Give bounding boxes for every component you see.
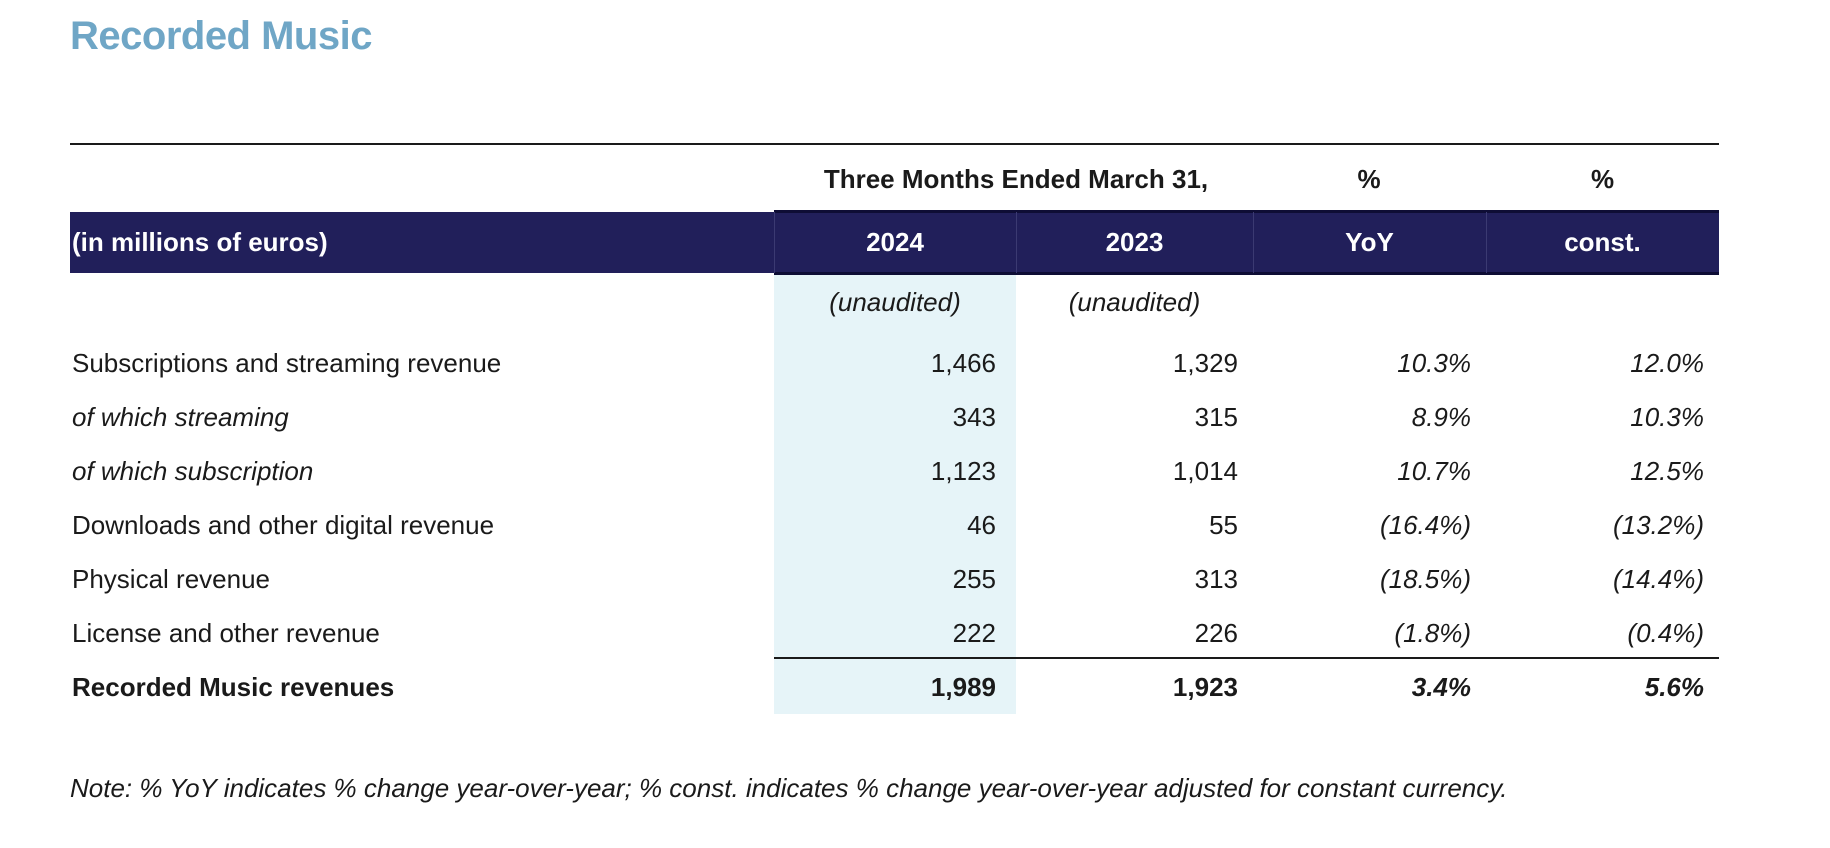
column-header-2023: 2023 xyxy=(1105,227,1164,257)
value-2024: 1,466 xyxy=(930,348,996,378)
header-band-top-rule xyxy=(774,210,1719,213)
value-yoy: 10.3% xyxy=(1397,348,1471,378)
total-2023: 1,923 xyxy=(1172,672,1238,702)
value-2023: 313 xyxy=(1194,564,1238,594)
pct-yoy-top-header: % xyxy=(1357,164,1381,194)
pct-const-top-header: % xyxy=(1590,164,1615,194)
header-band xyxy=(70,212,1719,273)
period-header: Three Months Ended March 31, xyxy=(823,164,1209,194)
band-divider xyxy=(774,212,775,273)
value-const: 12.5% xyxy=(1630,456,1704,486)
value-2024: 255 xyxy=(952,564,996,594)
highlight-column-2024 xyxy=(774,274,1016,714)
column-header-const: const. xyxy=(1564,227,1641,257)
total-rule xyxy=(774,657,1719,659)
table-row: Physical revenue 255 313 (18.5%) (14.4%) xyxy=(0,552,1830,606)
table-row: of which streaming 343 315 8.9% 10.3% xyxy=(0,390,1830,444)
value-const: (14.4%) xyxy=(1612,564,1704,594)
table-row: Subscriptions and streaming revenue 1,46… xyxy=(0,336,1830,390)
value-2023: 226 xyxy=(1194,618,1238,648)
value-yoy: (1.8%) xyxy=(1394,618,1471,648)
row-label: Downloads and other digital revenue xyxy=(72,510,495,540)
value-2023: 55 xyxy=(1209,510,1238,540)
column-header-yoy: YoY xyxy=(1345,227,1394,257)
value-yoy: (18.5%) xyxy=(1379,564,1471,594)
band-divider xyxy=(1486,212,1487,273)
value-2023: 1,329 xyxy=(1172,348,1238,378)
value-const: (0.4%) xyxy=(1627,618,1704,648)
value-yoy: 8.9% xyxy=(1411,402,1471,432)
table-row: License and other revenue 222 226 (1.8%)… xyxy=(0,606,1830,660)
table-row: Downloads and other digital revenue 46 5… xyxy=(0,498,1830,552)
row-label: License and other revenue xyxy=(72,618,380,648)
value-const: 10.3% xyxy=(1630,402,1704,432)
footnote: Note: % YoY indicates % change year-over… xyxy=(70,773,1508,803)
total-const: 5.6% xyxy=(1644,672,1704,702)
band-divider xyxy=(1253,212,1254,273)
value-2024: 1,123 xyxy=(930,456,996,486)
value-const: 12.0% xyxy=(1630,348,1704,378)
row-label: of which subscription xyxy=(72,456,314,486)
row-label: Subscriptions and streaming revenue xyxy=(72,348,502,378)
unaudited-label-2023: (unaudited) xyxy=(1068,287,1201,317)
value-yoy: 10.7% xyxy=(1397,456,1471,486)
value-const: (13.2%) xyxy=(1612,510,1704,540)
value-2023: 1,014 xyxy=(1172,456,1238,486)
total-2024: 1,989 xyxy=(930,672,996,702)
total-yoy: 3.4% xyxy=(1411,672,1471,702)
value-2024: 343 xyxy=(952,402,996,432)
column-header-2024: 2024 xyxy=(866,227,924,257)
header-band-bottom-rule xyxy=(774,272,1719,275)
top-rule xyxy=(70,143,1719,145)
row-label: Physical revenue xyxy=(72,564,270,594)
table-row: of which subscription 1,123 1,014 10.7% … xyxy=(0,444,1830,498)
unaudited-label-2024: (unaudited) xyxy=(829,287,961,317)
value-yoy: (16.4%) xyxy=(1379,510,1471,540)
total-row: Recorded Music revenues 1,989 1,923 3.4%… xyxy=(0,660,1830,714)
total-label: Recorded Music revenues xyxy=(72,672,395,702)
row-label: of which streaming xyxy=(72,402,289,432)
value-2024: 222 xyxy=(952,618,996,648)
unit-label: (in millions of euros) xyxy=(72,227,328,257)
value-2023: 315 xyxy=(1194,402,1238,432)
band-divider xyxy=(1016,212,1017,273)
value-2024: 46 xyxy=(967,510,996,540)
page-title: Recorded Music xyxy=(70,14,372,58)
